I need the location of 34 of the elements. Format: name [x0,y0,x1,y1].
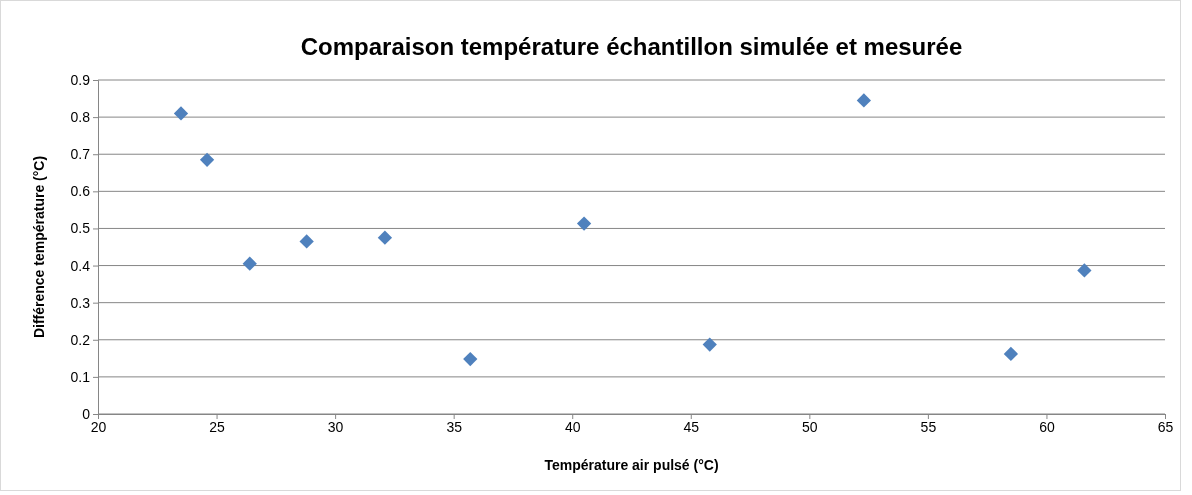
point [377,230,393,245]
x-tick-label: 65 [1157,418,1174,435]
point [576,216,592,231]
point [299,234,314,249]
y-tick-label: 0.5 [70,220,91,237]
x-tick-label: 20 [90,418,107,435]
point [1003,346,1019,362]
point [173,106,189,121]
point [463,351,478,367]
y-tick-label: 0.8 [70,109,91,126]
y-tick-label: 0.2 [70,331,91,348]
y-tick-label: 0.1 [70,368,91,385]
chart-title: Comparaison température échantillon simulée et mesurée [300,33,963,60]
y-tick-label: 0.7 [70,146,91,163]
x-tick-label: 45 [683,418,700,435]
y-tick-label: 0 [82,405,91,422]
x-tick-label: 30 [327,418,344,435]
x-tick-label: 35 [446,418,463,435]
x-tick-label: 50 [802,418,818,435]
y-tick-label: 0.9 [70,71,91,88]
point [1077,263,1092,278]
x-tick-label: 55 [920,418,937,435]
y-tick-label: 0.3 [70,294,91,311]
x-axis-title: Température air pulsé (°C) [544,457,719,473]
x-tick-label: 60 [1039,418,1055,435]
x-tick-label: 25 [209,418,226,435]
y-tick-label: 0.4 [70,257,91,274]
point [199,152,215,167]
point [242,256,257,271]
point [702,337,717,352]
point [856,93,872,108]
x-tick-label: 40 [564,418,581,435]
y-axis-title: Différence température (°C) [31,155,47,339]
y-tick-label: 0.6 [70,183,91,200]
